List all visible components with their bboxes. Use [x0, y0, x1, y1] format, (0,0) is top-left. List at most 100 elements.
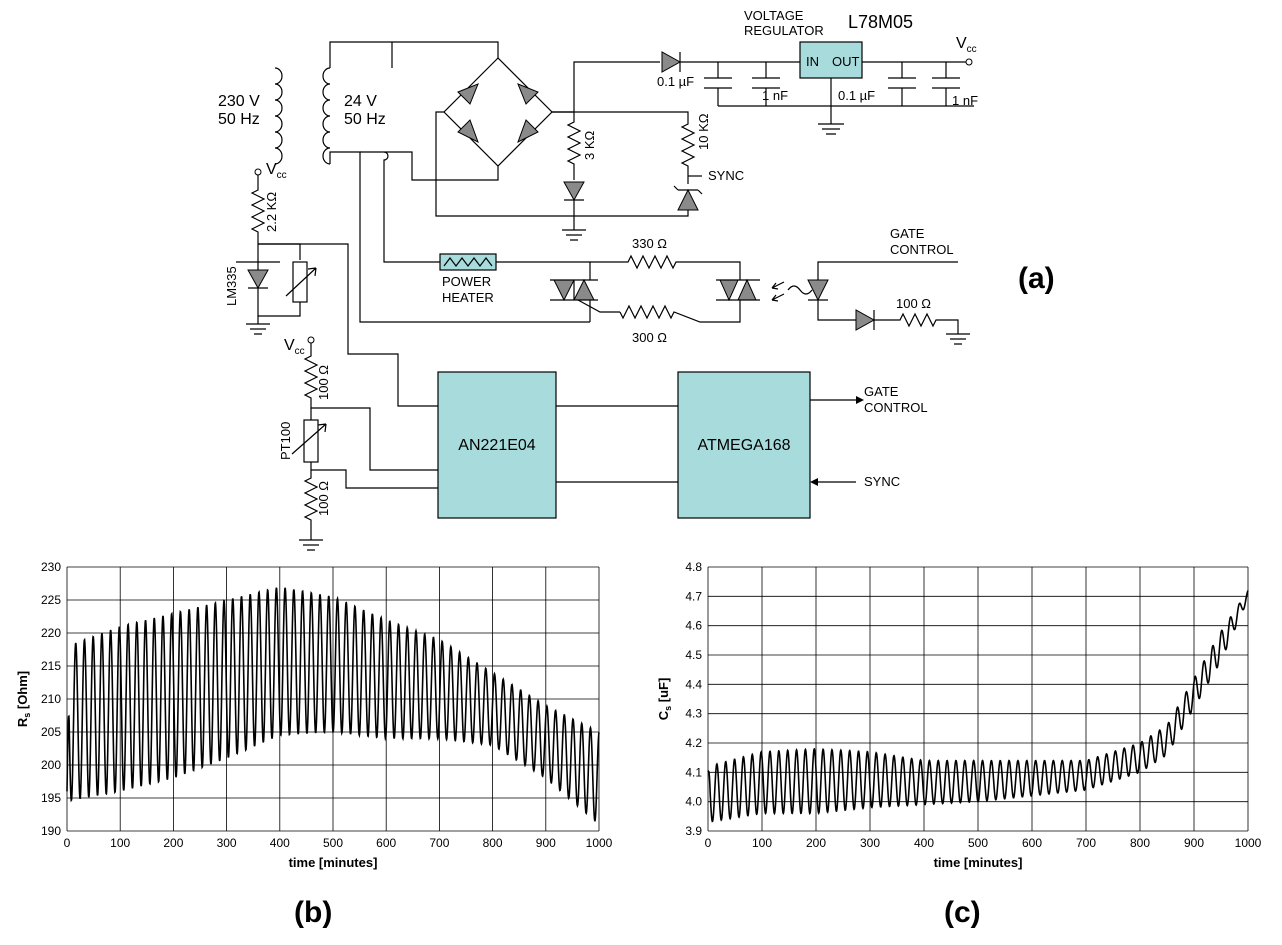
x-tick-label: 600	[1022, 836, 1042, 850]
y-tick-label: 205	[41, 725, 61, 739]
regulator-out-pin: OUT	[832, 54, 860, 69]
pt100-label: PT100	[278, 422, 293, 460]
x-tick-label: 900	[1184, 836, 1204, 850]
primary-frequency: 50 Hz	[218, 111, 260, 128]
chart-c-y-tick-labels: 3.9 4.0 4.1 4.2 4.3 4.4 4.5 4.6 4.7 4.8	[685, 560, 702, 838]
x-tick-label: 0	[705, 836, 712, 850]
opto-triac	[716, 278, 829, 302]
vcc-sensor-label: Vcc	[266, 161, 287, 181]
resistor-label-330: 330 Ω	[632, 236, 667, 251]
resistor-label-2k2: 2.2 KΩ	[264, 192, 279, 232]
chart-b-x-tick-labels: 0 100 200 300 400 500 600 700 800 900 1000	[64, 836, 613, 850]
x-tick-label: 700	[1076, 836, 1096, 850]
lm335-sensor	[247, 269, 269, 290]
x-tick-label: 400	[914, 836, 934, 850]
y-tick-label: 190	[41, 824, 61, 838]
chart-resistance: 190 195 200 205 210 215 220 225 230 0 100 200 300 40…	[15, 560, 613, 870]
chart-c-series-line	[707, 590, 1249, 823]
y-tick-label: 215	[41, 659, 61, 673]
y-tick-label: 200	[41, 758, 61, 772]
bridge-rectifier	[435, 57, 689, 217]
sync-in-label: SYNC	[864, 474, 900, 489]
vcc-bridge-label: Vcc	[284, 337, 305, 357]
atmega168-block	[677, 371, 811, 519]
y-tick-label: 4.5	[685, 648, 702, 662]
regulator-in-pin: IN	[806, 54, 819, 69]
secondary-frequency: 50 Hz	[344, 111, 386, 128]
y-tick-label: 4.2	[685, 736, 702, 750]
x-tick-label: 800	[483, 836, 503, 850]
x-tick-label: 500	[323, 836, 343, 850]
x-tick-label: 500	[968, 836, 988, 850]
resistor-label-100-bot: 100 Ω	[316, 481, 331, 516]
x-tick-label: 700	[429, 836, 449, 850]
clamp-diode	[563, 181, 585, 202]
y-tick-label: 4.6	[685, 619, 702, 633]
gate-diode	[855, 309, 876, 331]
x-tick-label: 1000	[1235, 836, 1262, 850]
resistor-label-300: 300 Ω	[632, 330, 667, 345]
primary-voltage: 230 V	[218, 93, 260, 110]
lm335-label: LM335	[224, 266, 239, 306]
x-tick-label: 600	[376, 836, 396, 850]
x-tick-label: 200	[806, 836, 826, 850]
series-diode	[661, 51, 682, 73]
x-tick-label: 0	[64, 836, 71, 850]
y-tick-label: 220	[41, 626, 61, 640]
y-tick-label: 225	[41, 593, 61, 607]
power-heater-label-2: HEATER	[442, 290, 494, 305]
voltage-regulator	[799, 41, 863, 79]
x-tick-label: 1000	[586, 836, 613, 850]
gate-control-out-label-2: CONTROL	[864, 400, 928, 415]
regulator-part-name: L78M05	[848, 12, 913, 32]
resistor-label-10k: 10 KΩ	[696, 113, 711, 150]
y-tick-label: 4.0	[685, 795, 702, 809]
y-tick-label: 4.3	[685, 707, 702, 721]
x-tick-label: 900	[536, 836, 556, 850]
y-tick-label: 4.7	[685, 589, 702, 603]
chart-c-gridlines	[707, 566, 1249, 832]
panel-label-c: (c)	[944, 896, 981, 929]
x-tick-label: 200	[163, 836, 183, 850]
y-tick-label: 230	[41, 560, 61, 574]
cap-label-01uf-in: 0.1 µF	[657, 74, 694, 89]
secondary-coil	[322, 67, 331, 165]
chart-c-x-tick-labels: 0 100 200 300 400 500 600 700 800 900 1000	[705, 836, 1262, 850]
secondary-voltage: 24 V	[344, 93, 377, 110]
chart-c-y-axis-title: Cs [uF]	[656, 678, 673, 721]
y-tick-label: 210	[41, 692, 61, 706]
y-tick-label: 4.1	[685, 765, 702, 779]
y-tick-label: 195	[41, 791, 61, 805]
x-tick-label: 100	[110, 836, 130, 850]
resistor-label-100-top: 100 Ω	[316, 365, 331, 400]
power-heater	[439, 253, 497, 271]
chart-b-y-tick-labels: 190 195 200 205 210 215 220 225 230	[41, 560, 61, 838]
x-tick-label: 800	[1130, 836, 1150, 850]
resistor-label-100-gate: 100 Ω	[896, 296, 931, 311]
chart-b-x-axis-title: time [minutes]	[289, 855, 378, 870]
sync-zener	[677, 188, 699, 211]
circuit-schematic: 230 V 50 Hz 24 V 50 Hz 0.1 µF 1 nF	[218, 8, 1055, 551]
sync-label-top: SYNC	[708, 168, 744, 183]
gate-control-out-label-1: GATE	[864, 384, 899, 399]
atmega168-label: ATMEGA168	[697, 437, 790, 454]
panel-label-a: (a)	[1018, 262, 1055, 295]
chart-c-x-axis-title: time [minutes]	[934, 855, 1023, 870]
x-tick-label: 300	[217, 836, 237, 850]
chart-b-series-line	[66, 587, 600, 822]
x-tick-label: 300	[860, 836, 880, 850]
gate-control-label-2: CONTROL	[890, 242, 954, 257]
regulator-caption-regulator: REGULATOR	[744, 23, 824, 38]
x-tick-label: 400	[270, 836, 290, 850]
chart-b-y-axis-title: Rs [Ohm]	[15, 671, 32, 727]
y-tick-label: 4.4	[685, 677, 702, 691]
panel-label-b: (b)	[294, 896, 332, 929]
chart-capacitance: 3.9 4.0 4.1 4.2 4.3 4.4 4.5 4.6 4.7 4.8 0 100 200 30…	[656, 560, 1262, 870]
gate-control-label-1: GATE	[890, 226, 925, 241]
power-heater-label-1: POWER	[442, 274, 491, 289]
regulator-caption-voltage: VOLTAGE	[744, 8, 804, 23]
x-tick-label: 100	[752, 836, 772, 850]
primary-coil	[274, 67, 283, 165]
cap-label-01uf-out: 0.1 µF	[838, 88, 875, 103]
